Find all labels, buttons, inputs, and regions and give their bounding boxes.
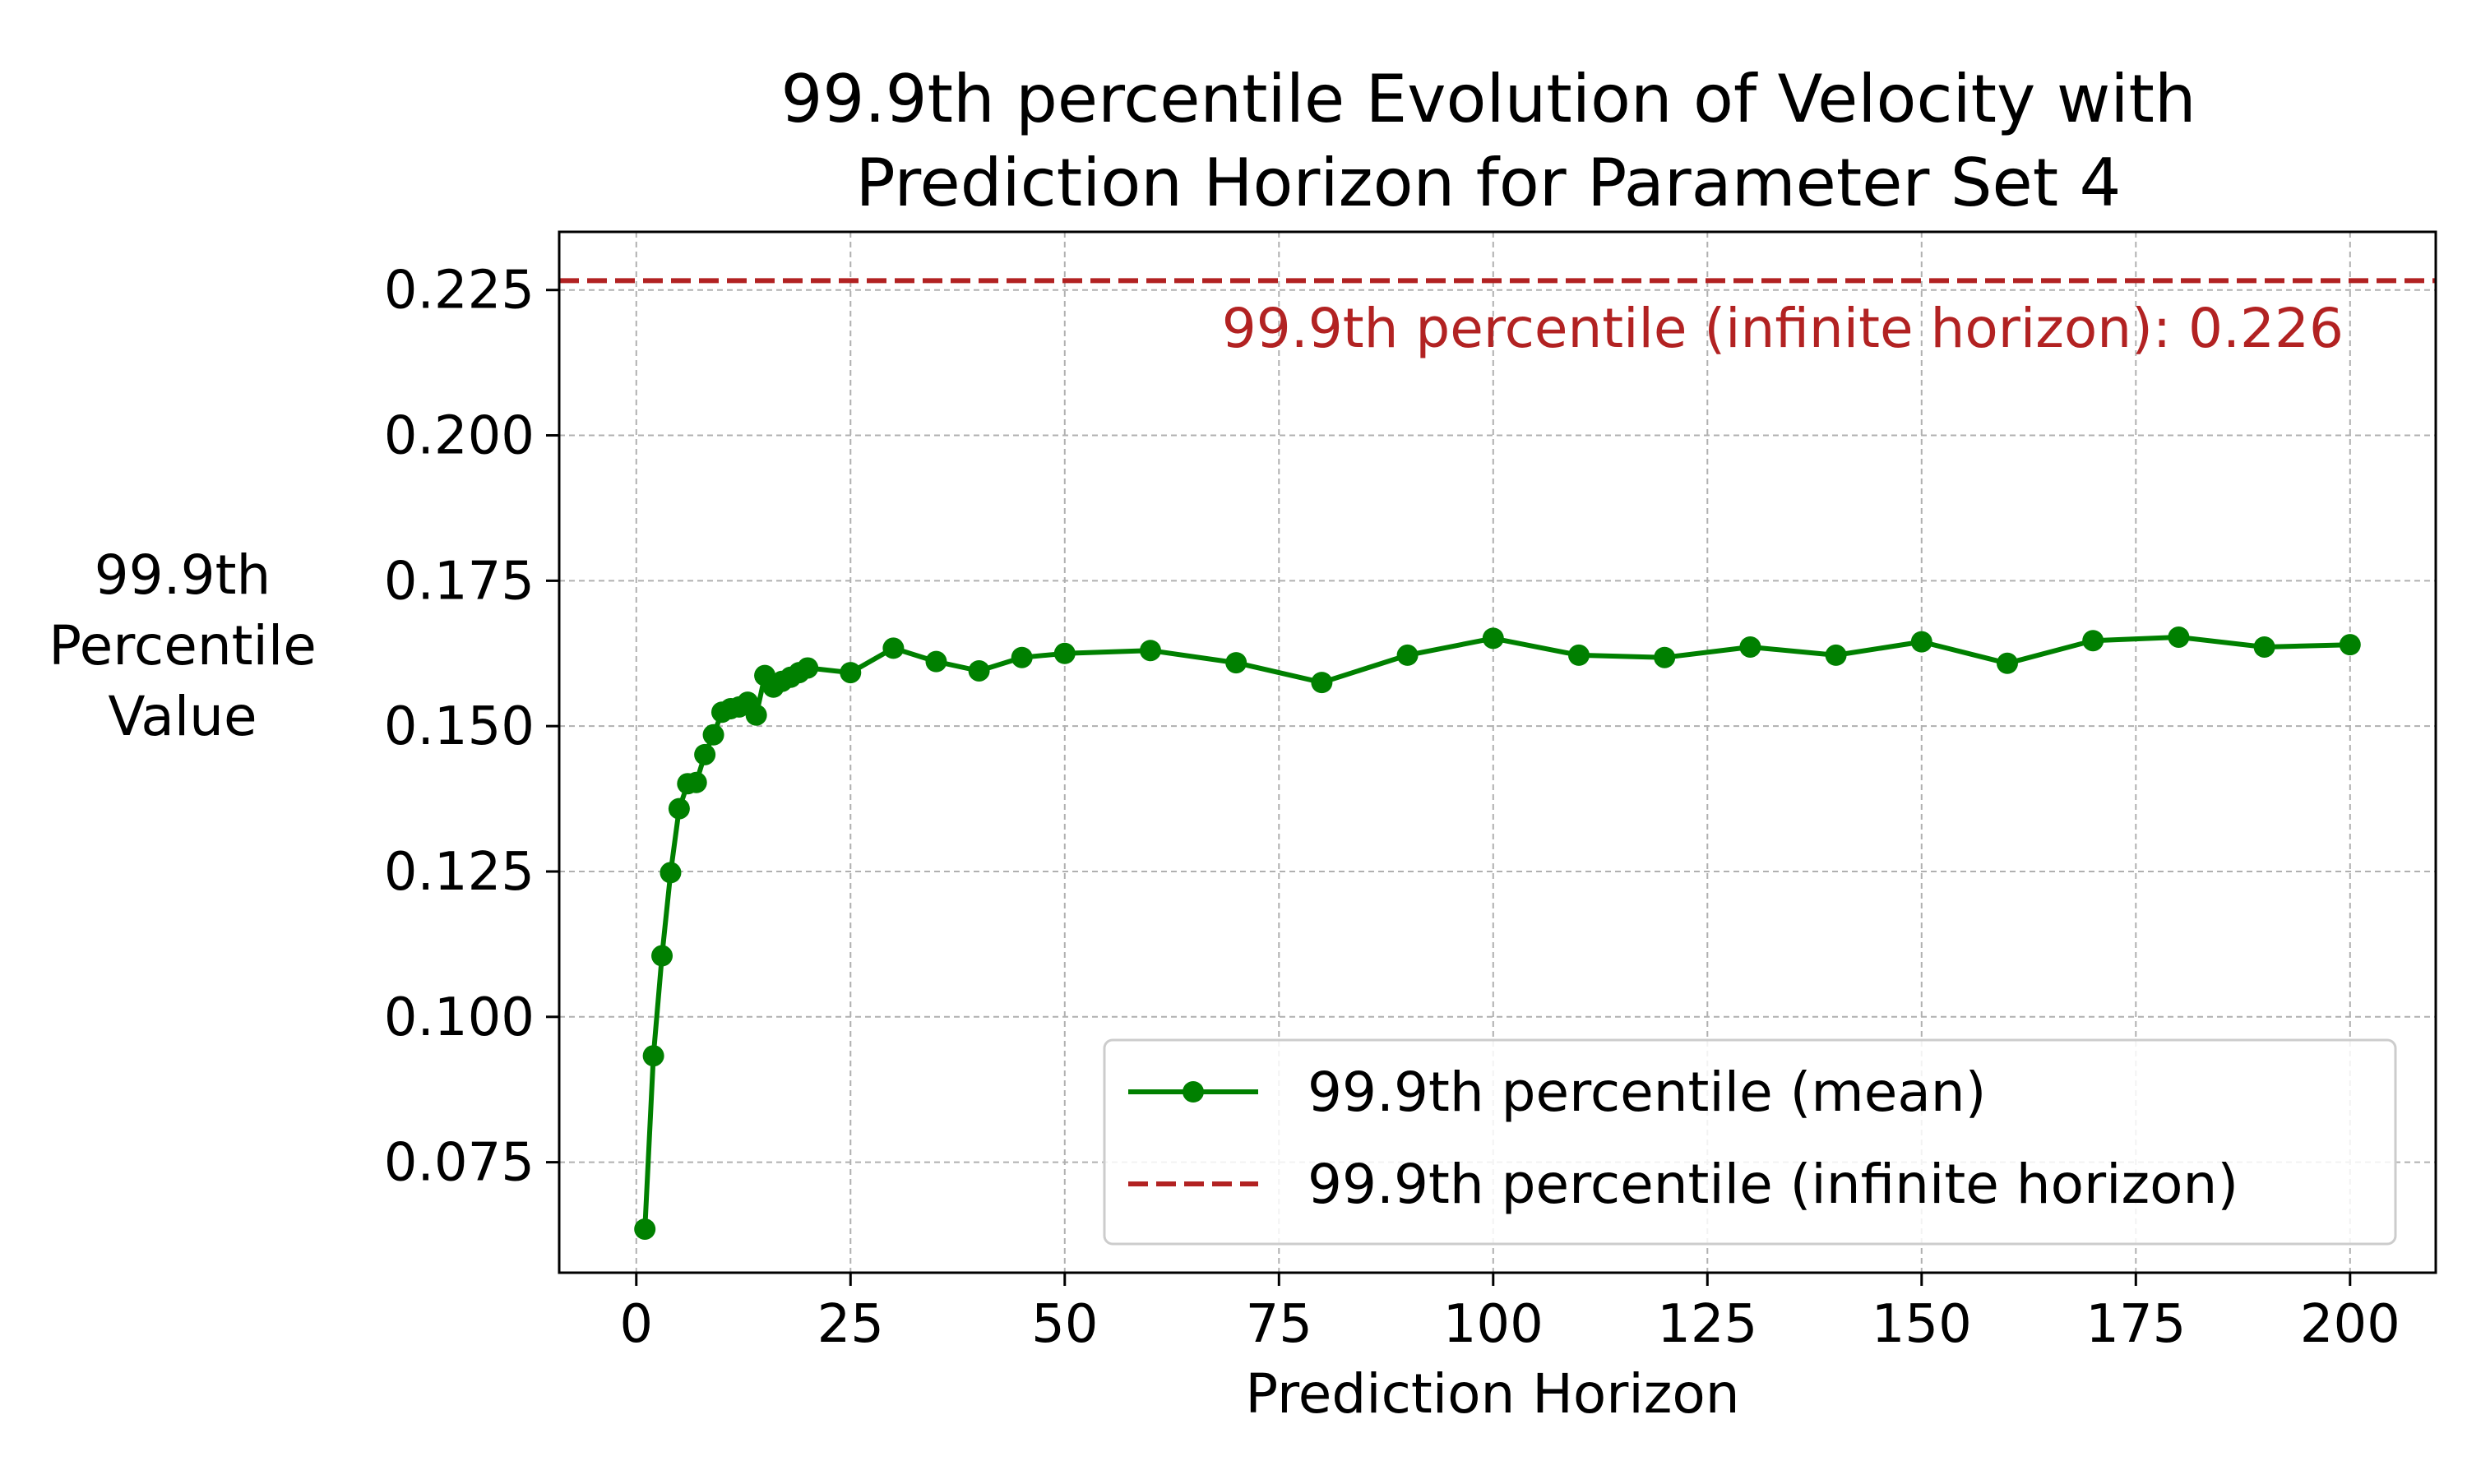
legend-swatch-mean-marker [1183,1081,1204,1103]
mean-data-point [1825,644,1847,666]
x-tick-label: 175 [2085,1294,2186,1355]
x-tick-label: 150 [1872,1294,1972,1355]
y-axis-label-line-2: Percentile [49,614,317,677]
mean-data-point [1567,644,1590,666]
mean-data-point [2082,630,2104,652]
mean-data-point [1011,646,1033,668]
mean-data-point [1482,627,1504,650]
legend-label-infinite-horizon: 99.9th percentile (infinite horizon) [1308,1153,2238,1216]
mean-data-point [642,1045,664,1067]
mean-data-point [882,637,905,659]
mean-data-point [660,862,682,884]
y-tick-label: 0.200 [384,406,535,467]
chart-title-line-2: Prediction Horizon for Parameter Set 4 [856,145,2122,221]
mean-data-point [702,724,724,746]
mean-data-point [651,945,673,967]
mean-data-point [1396,644,1419,666]
mean-data-point [840,662,862,684]
mean-data-point [2339,634,2361,656]
y-axis-label-line-3: Value [108,685,257,748]
y-tick-label: 0.075 [384,1133,535,1194]
mean-data-point [1225,652,1247,674]
mean-data-point [634,1218,656,1240]
x-tick-label: 0 [619,1294,653,1355]
legend: 99.9th percentile (mean) 99.9th percenti… [1103,1038,2397,1246]
mean-data-point [1654,646,1676,668]
x-axis-label: Prediction Horizon [1245,1362,1739,1426]
mean-data-point [925,650,947,673]
x-tick-label: 50 [1031,1294,1098,1355]
series-layer [634,626,2361,1240]
mean-data-point [1739,636,1761,658]
y-tick-label: 0.100 [384,987,535,1048]
mean-data-point [1910,631,1932,653]
x-tick-label: 75 [1246,1294,1312,1355]
y-tick-label: 0.150 [384,696,535,757]
mean-data-point [797,657,819,679]
mean-data-point [1053,642,1076,664]
y-tick-label: 0.125 [384,842,535,903]
plot-frame [558,230,2437,1274]
y-tick-label: 0.175 [384,551,535,612]
mean-data-point [685,771,707,793]
legend-box [1103,1038,2397,1246]
mean-data-point [668,797,690,820]
chart-title-line-1: 99.9th percentile Evolution of Velocity … [780,61,2196,137]
x-tick-label: 100 [1443,1294,1544,1355]
mean-data-point [1311,672,1333,694]
axis-ticks: 0 25 50 75 100 125 150 175 200 0.075 0.100 0.125 0.1… [384,261,2400,1355]
mean-data-point [1139,640,1161,662]
x-tick-label: 125 [1657,1294,1757,1355]
mean-data-point [2253,636,2275,658]
mean-data-point [1996,652,2018,674]
infinite-horizon-annotation: 99.9th percentile (infinite horizon): 0.… [1222,297,2344,360]
x-tick-label: 25 [817,1294,884,1355]
mean-data-point [745,704,767,726]
mean-data-point [968,659,990,682]
y-tick-label: 0.225 [384,261,535,321]
y-axis-label-line-1: 99.9th [95,543,271,607]
mean-data-point [2168,626,2190,648]
legend-label-mean: 99.9th percentile (mean) [1308,1061,1986,1124]
mean-data-point [694,743,716,765]
x-tick-label: 200 [2300,1294,2400,1355]
